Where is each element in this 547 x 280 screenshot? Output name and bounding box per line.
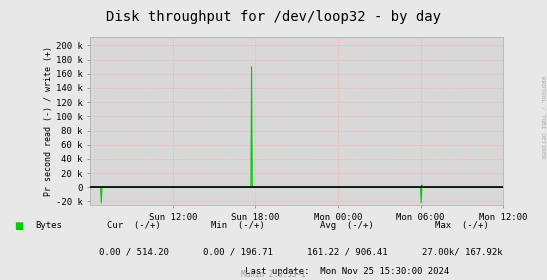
- Text: Max  (-/+): Max (-/+): [435, 221, 489, 230]
- Text: Last update:  Mon Nov 25 15:30:00 2024: Last update: Mon Nov 25 15:30:00 2024: [245, 267, 450, 276]
- Text: 0.00 / 514.20: 0.00 / 514.20: [99, 248, 169, 257]
- Text: ■: ■: [14, 221, 23, 231]
- Text: Munin 2.0.33-1: Munin 2.0.33-1: [241, 270, 306, 279]
- Text: Bytes: Bytes: [36, 221, 62, 230]
- Text: 161.22 / 906.41: 161.22 / 906.41: [307, 248, 388, 257]
- Text: Disk throughput for /dev/loop32 - by day: Disk throughput for /dev/loop32 - by day: [106, 10, 441, 24]
- Text: 0.00 / 196.71: 0.00 / 196.71: [203, 248, 273, 257]
- Text: Cur  (-/+): Cur (-/+): [107, 221, 161, 230]
- Text: 27.00k/ 167.92k: 27.00k/ 167.92k: [422, 248, 503, 257]
- Text: Min  (-/+): Min (-/+): [211, 221, 265, 230]
- Text: Avg  (-/+): Avg (-/+): [321, 221, 374, 230]
- Y-axis label: Pr second read (-) / write (+): Pr second read (-) / write (+): [44, 46, 53, 196]
- Text: RRDTOOL / TOBI OETIKER: RRDTOOL / TOBI OETIKER: [540, 76, 546, 159]
